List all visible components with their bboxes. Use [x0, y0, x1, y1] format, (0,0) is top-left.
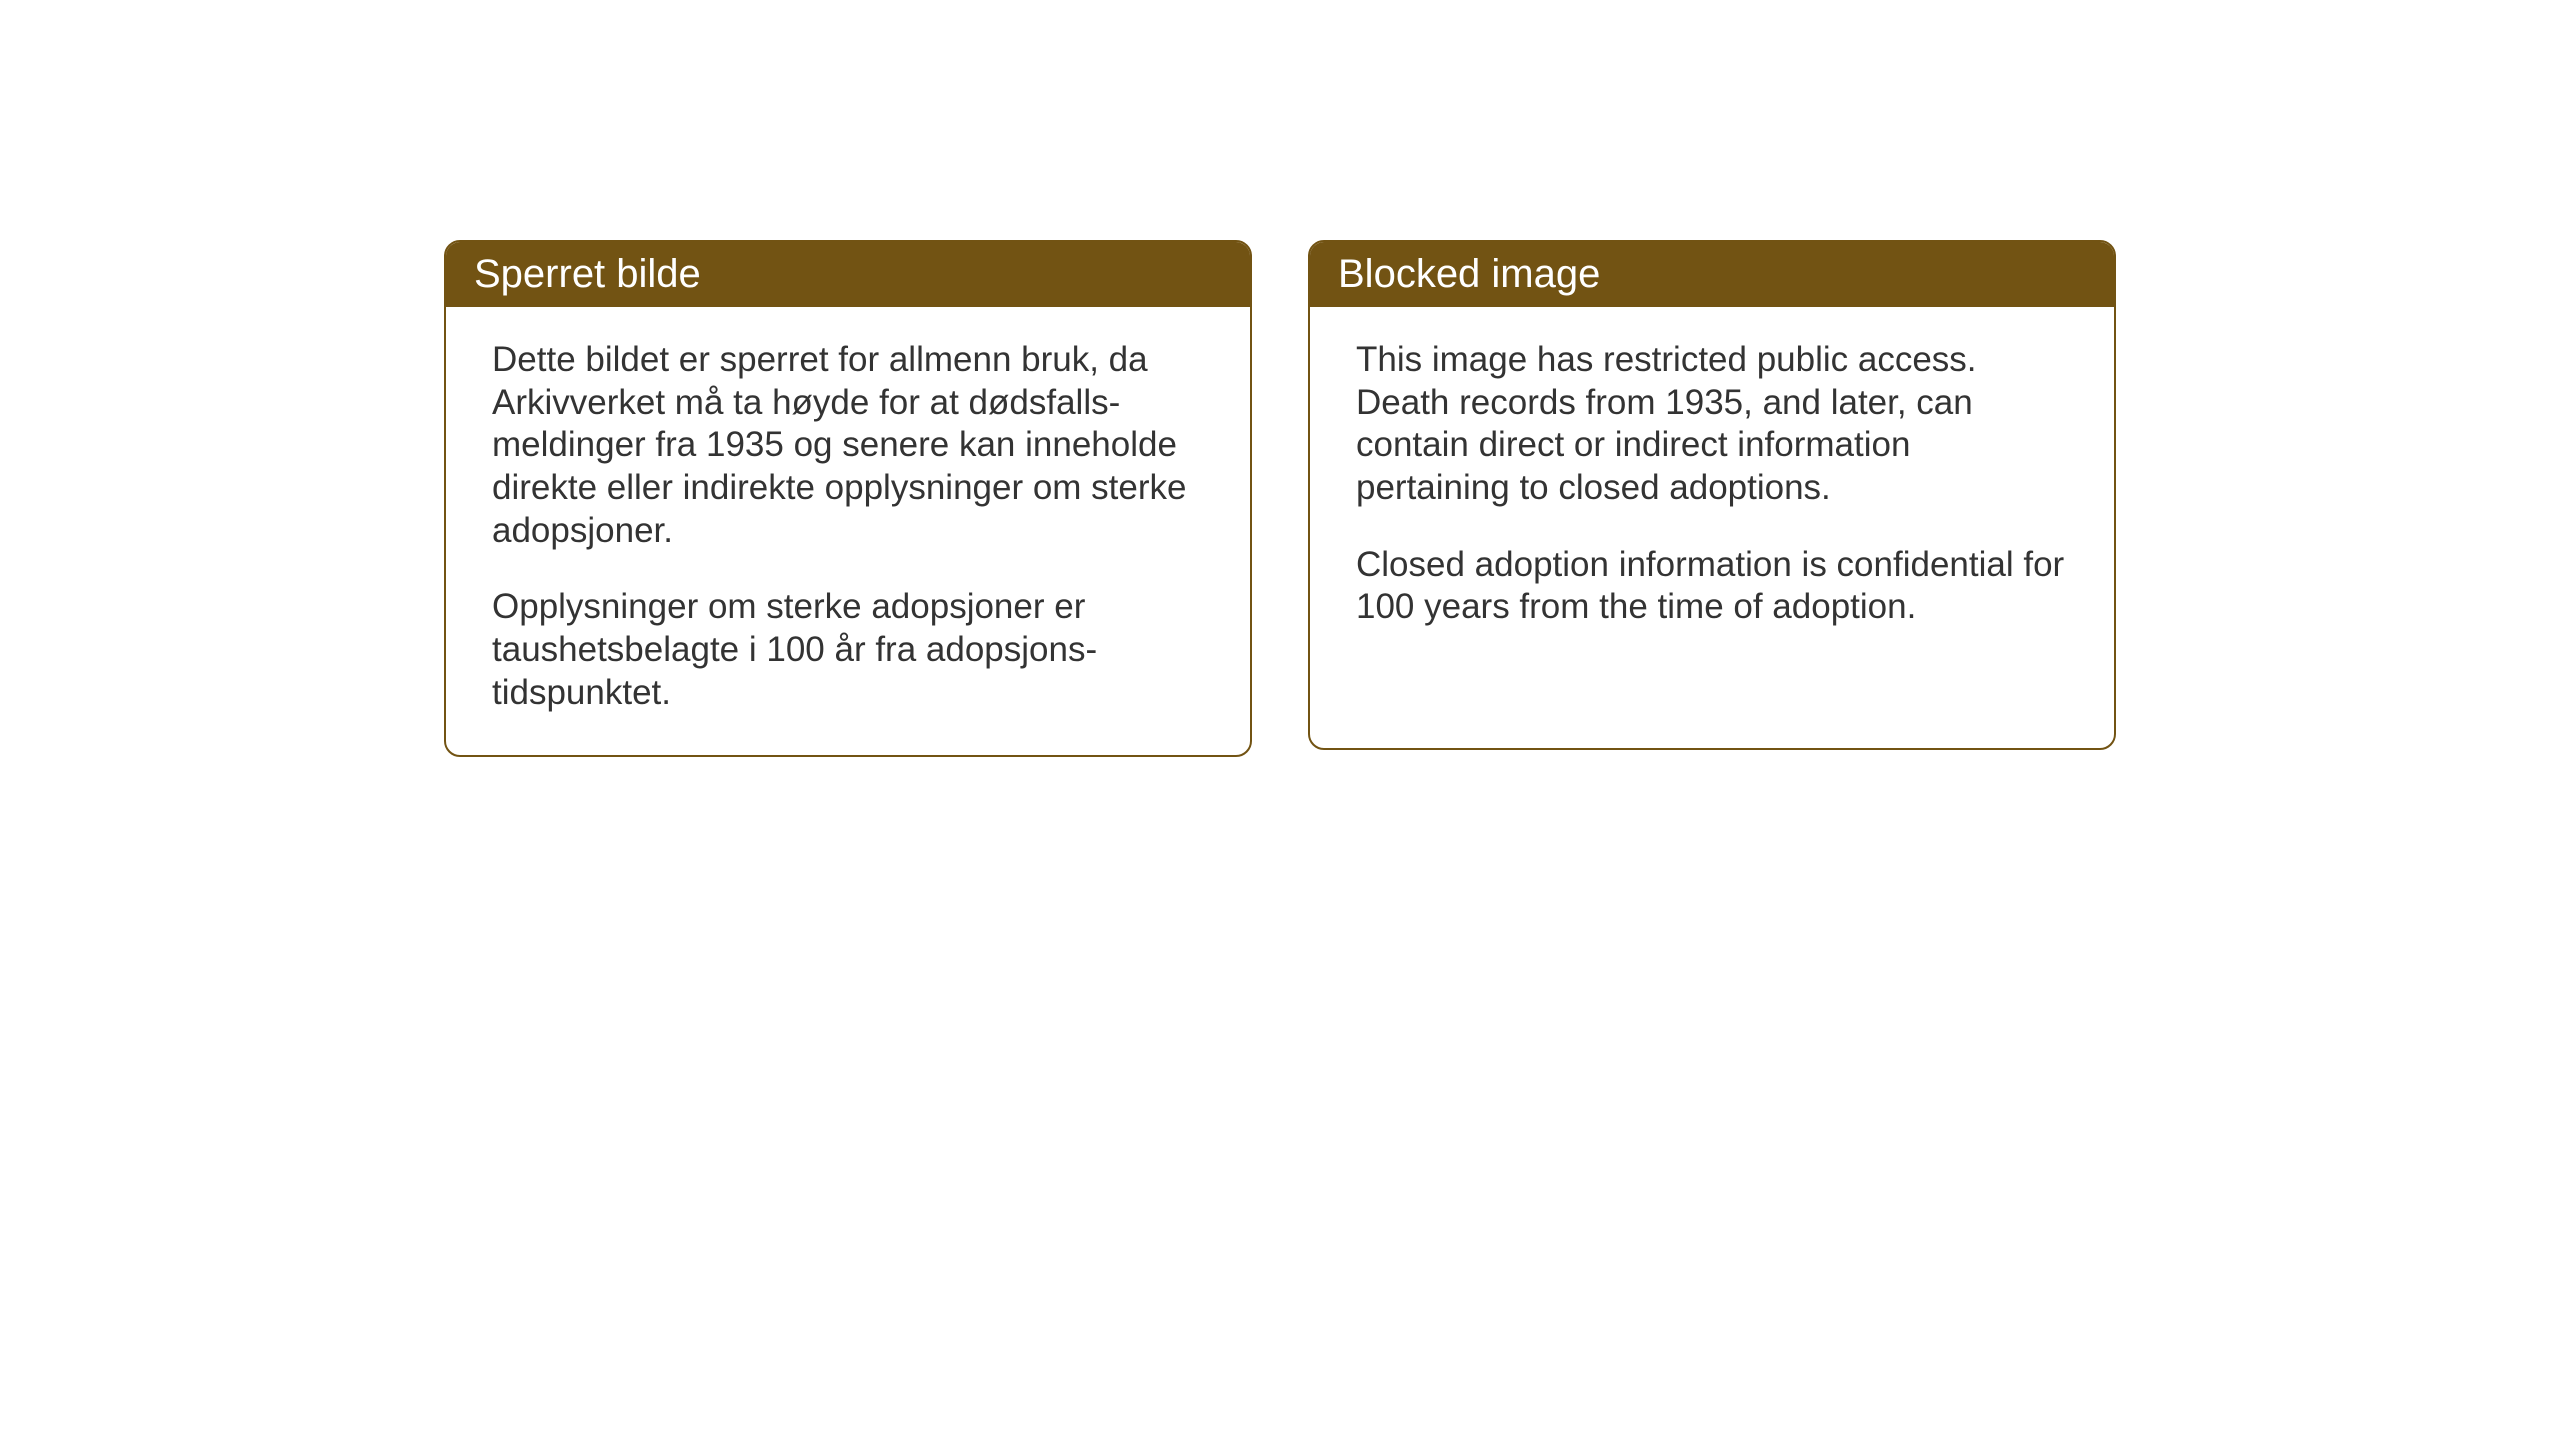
notice-card-english: Blocked image This image has restricted … — [1308, 240, 2116, 750]
card-title-english: Blocked image — [1338, 252, 1600, 296]
notice-paragraph: Opplysninger om sterke adopsjoner er tau… — [492, 586, 1204, 714]
notice-card-norwegian: Sperret bilde Dette bildet er sperret fo… — [444, 240, 1252, 757]
notice-paragraph: Dette bildet er sperret for allmenn bruk… — [492, 339, 1204, 552]
notice-paragraph: This image has restricted public access.… — [1356, 339, 2068, 510]
notice-container: Sperret bilde Dette bildet er sperret fo… — [444, 240, 2116, 757]
card-title-norwegian: Sperret bilde — [474, 252, 701, 296]
card-body-english: This image has restricted public access.… — [1310, 307, 2114, 669]
card-header-norwegian: Sperret bilde — [446, 242, 1250, 307]
card-body-norwegian: Dette bildet er sperret for allmenn bruk… — [446, 307, 1250, 755]
notice-paragraph: Closed adoption information is confident… — [1356, 544, 2068, 629]
card-header-english: Blocked image — [1310, 242, 2114, 307]
